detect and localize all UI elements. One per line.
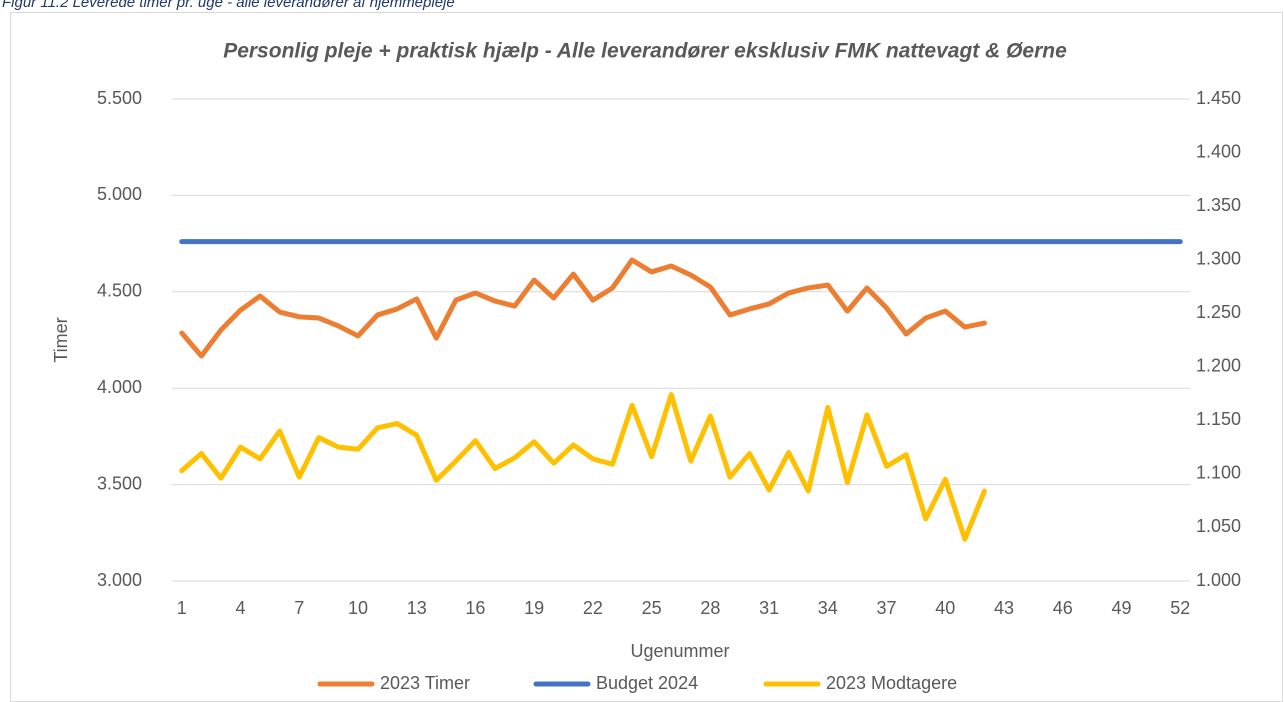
- x-tick-label: 13: [407, 598, 427, 618]
- x-tick-label: 40: [935, 598, 955, 618]
- y-tick-label: 4.500: [97, 281, 142, 301]
- x-tick-label: 4: [236, 598, 246, 618]
- y2-tick-label: 1.350: [1196, 195, 1241, 215]
- x-tick-label: 7: [294, 598, 304, 618]
- legend-label: 2023 Timer: [380, 673, 470, 693]
- y-tick-label: 5.000: [97, 184, 142, 204]
- y-tick-label: 4.000: [97, 377, 142, 397]
- y2-tick-label: 1.150: [1196, 409, 1241, 429]
- x-axis-title: Ugenummer: [630, 641, 729, 661]
- y2-tick-label: 1.050: [1196, 516, 1241, 536]
- y-axis-title: Timer: [51, 317, 71, 362]
- line-series: [179, 392, 987, 542]
- legend-label: 2023 Modtagere: [826, 673, 957, 693]
- x-tick-label: 22: [583, 598, 603, 618]
- chart-title: Personlig pleje + praktisk hjælp - Alle …: [223, 40, 1067, 63]
- x-tick-label: 19: [524, 598, 544, 618]
- caption: Figur 11.2 Leverede timer pr. uge - alle…: [2, 0, 455, 11]
- y2-tick-label: 1.250: [1196, 302, 1241, 322]
- y2-tick-label: 1.300: [1196, 248, 1241, 268]
- x-tick-label: 34: [818, 598, 838, 618]
- legend-label: Budget 2024: [596, 673, 698, 693]
- y2-tick-label: 1.450: [1196, 88, 1241, 108]
- line-series: [179, 257, 987, 359]
- x-tick-label: 49: [1111, 598, 1131, 618]
- x-tick-label: 10: [348, 598, 368, 618]
- chart-border: [10, 12, 1283, 702]
- x-tick-label: 16: [465, 598, 485, 618]
- x-tick-label: 46: [1053, 598, 1073, 618]
- y-tick-label: 5.500: [97, 88, 142, 108]
- x-tick-label: 1: [177, 598, 187, 618]
- y2-tick-label: 1.400: [1196, 141, 1241, 161]
- x-tick-label: 43: [994, 598, 1014, 618]
- x-tick-label: 28: [700, 598, 720, 618]
- x-tick-label: 37: [877, 598, 897, 618]
- y-tick-label: 3.000: [97, 570, 142, 590]
- x-tick-label: 25: [642, 598, 662, 618]
- y2-tick-label: 1.000: [1196, 570, 1241, 590]
- y2-tick-label: 1.100: [1196, 463, 1241, 483]
- y2-tick-label: 1.200: [1196, 356, 1241, 376]
- y-tick-label: 3.500: [97, 473, 142, 493]
- x-tick-label: 31: [759, 598, 779, 618]
- x-tick-label: 52: [1170, 598, 1190, 618]
